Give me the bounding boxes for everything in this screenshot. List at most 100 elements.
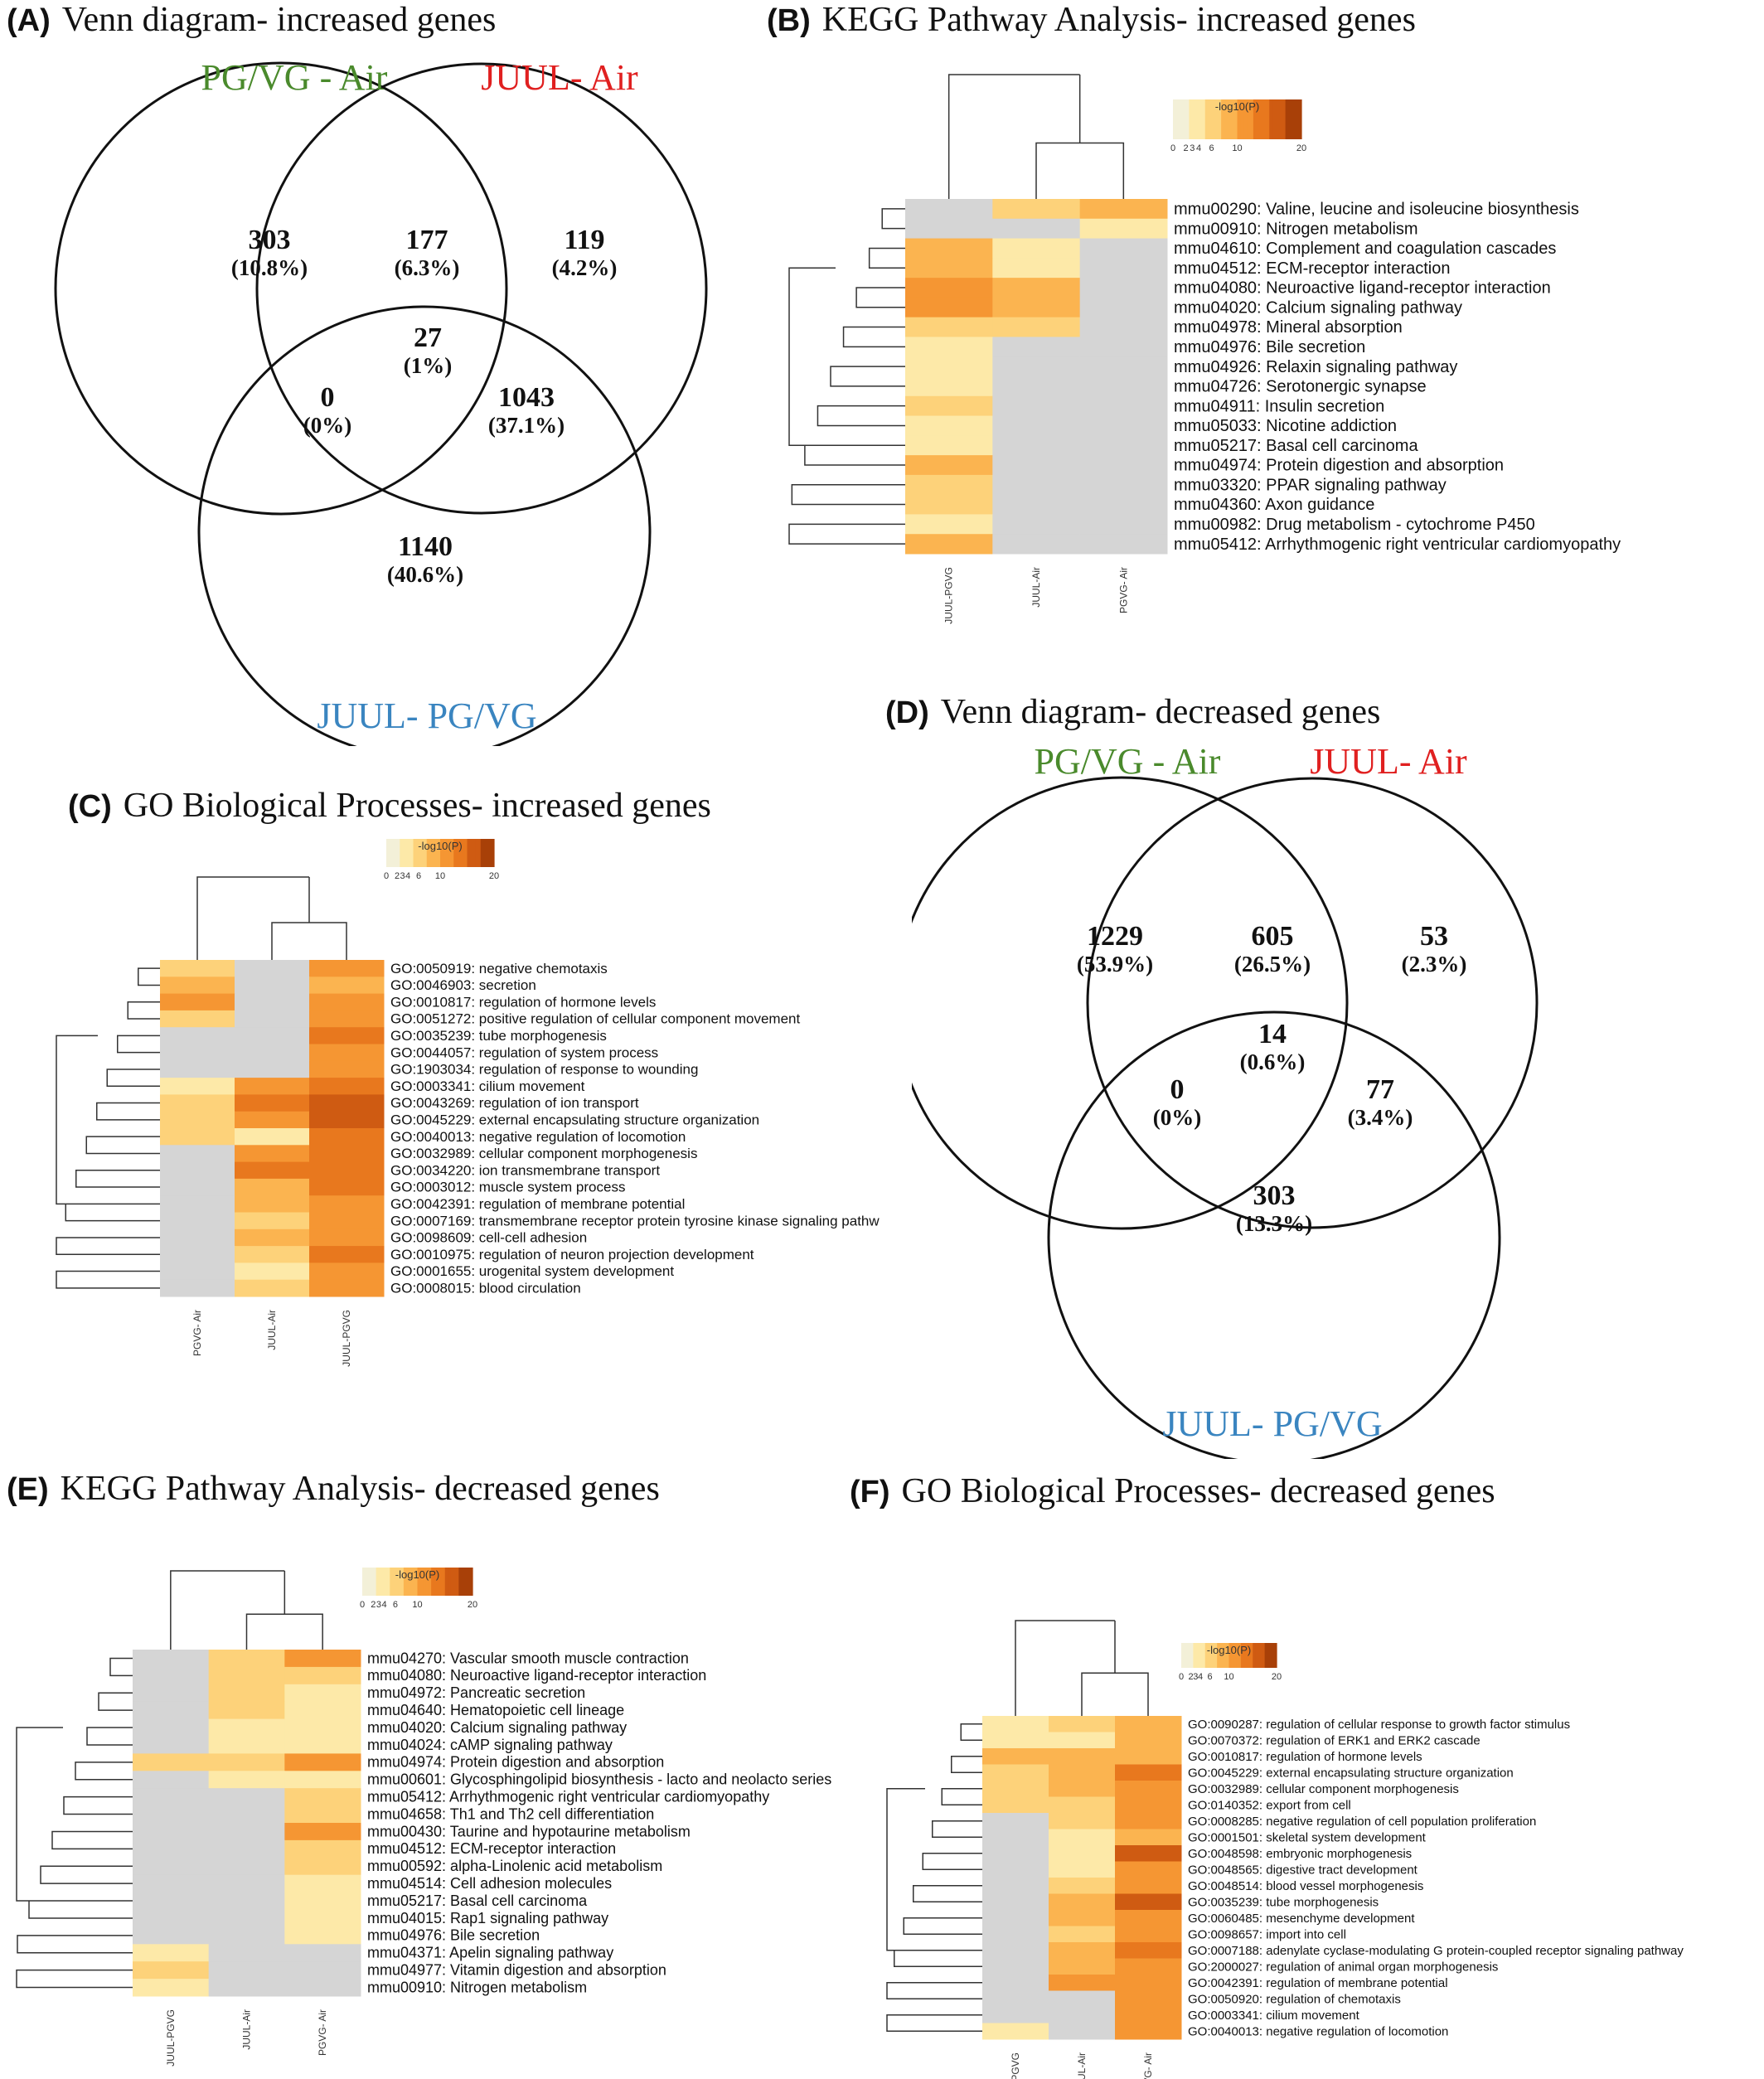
legend-swatch <box>403 1568 407 1596</box>
legend-swatch <box>1207 1643 1211 1668</box>
venn-circle-2 <box>1086 777 1539 1229</box>
legend-swatch <box>1272 99 1277 139</box>
venn-region-count: 53 <box>1420 921 1448 952</box>
heatmap-cell <box>133 1650 210 1668</box>
legend-swatch <box>365 1568 369 1596</box>
heatmap-cell <box>1079 317 1168 337</box>
venn-region-count: 303 <box>249 225 291 255</box>
heatmap-cell <box>982 1829 1049 1846</box>
heatmap-cell <box>160 976 235 995</box>
venn-region-percent: (1%) <box>404 353 452 378</box>
venn-region-percent: (10.8%) <box>231 255 308 280</box>
legend-swatch <box>436 1568 440 1596</box>
legend-tick-label: 2 <box>371 1600 376 1610</box>
heatmap-row-label: GO:0048565: digestive tract development <box>1188 1863 1418 1878</box>
heatmap-cell <box>1049 1861 1116 1878</box>
heatmap-row-label: GO:0003341: cilium movement <box>390 1078 585 1094</box>
heatmap-cell <box>992 395 1081 417</box>
heatmap-row-label: GO:0007169: transmembrane receptor prote… <box>390 1213 880 1228</box>
heatmap-row-label: mmu05412: Arrhythmogenic right ventricul… <box>1174 536 1621 554</box>
heatmap-row-label: GO:0008015: blood circulation <box>390 1281 581 1296</box>
legend-swatch <box>1214 99 1219 139</box>
legend-swatch <box>1282 99 1287 139</box>
legend-swatch <box>1253 99 1258 139</box>
venn-set-label: JUUL- PG/VG <box>317 695 536 736</box>
heatmap-column-label: JUUL-Air <box>266 1310 278 1350</box>
venn-set-label: PG/VG - Air <box>201 57 388 98</box>
heatmap-cell <box>208 1909 285 1927</box>
legend-tick-label: 4 <box>405 871 410 881</box>
column-dendrogram <box>1015 1620 1149 1716</box>
legend-title: -log10(P) <box>1207 1644 1251 1656</box>
heatmap-row-label: GO:0090287: regulation of cellular respo… <box>1188 1718 1570 1732</box>
legend-swatch <box>443 839 447 867</box>
heatmap-cell <box>1049 1926 1116 1943</box>
heatmap-cell <box>1115 1958 1182 1975</box>
heatmap-cell <box>905 455 993 476</box>
heatmap-row-label: GO:0042391: regulation of membrane poten… <box>1188 1976 1448 1990</box>
legend-swatch <box>386 1568 390 1596</box>
heatmap-cell <box>309 1246 385 1263</box>
legend-swatch <box>1253 1643 1256 1668</box>
heatmap-cell <box>905 317 993 337</box>
legend-swatch <box>448 1568 451 1596</box>
heatmap-row-label: GO:0001655: urogenital system developmen… <box>390 1263 674 1279</box>
venn-circle-1 <box>54 61 508 516</box>
heatmap-cell <box>235 976 310 995</box>
heatmap-cell <box>284 1805 361 1824</box>
heatmap-cell <box>982 1926 1049 1943</box>
legend-swatch <box>1269 99 1273 139</box>
legend-tick-label: 0 <box>1170 143 1175 153</box>
row-dendrogram <box>788 208 905 545</box>
heatmap-cell <box>133 1684 210 1703</box>
heatmap-cell <box>160 1279 235 1297</box>
heatmap-cell <box>982 1861 1049 1878</box>
heatmap-cell <box>982 2023 1049 2040</box>
heatmap-cell <box>1049 1829 1116 1846</box>
legend-swatch <box>1204 1643 1209 1668</box>
legend-tick-label: 0 <box>360 1600 365 1610</box>
legend-swatch <box>1267 1643 1270 1668</box>
heatmap-cell <box>1115 1764 1182 1781</box>
legend-swatch <box>425 1568 429 1596</box>
heatmap-cell <box>1049 1732 1116 1749</box>
venn-region-percent: (40.6%) <box>387 562 463 587</box>
heatmap-cell <box>284 1736 361 1754</box>
heatmap-cell <box>982 1796 1049 1814</box>
heatmap-cell <box>1115 1845 1182 1862</box>
heatmap-cell <box>235 1212 310 1230</box>
legend-swatch <box>1192 99 1196 139</box>
heatmap-row-label: GO:0048598: embryonic morphogenesis <box>1188 1847 1412 1861</box>
heatmap-cell <box>235 1027 310 1044</box>
heatmap-row-label: mmu04371: Apelin signaling pathway <box>367 1945 613 1961</box>
heatmap-cell <box>160 1145 235 1163</box>
heatmap-cell <box>160 993 235 1011</box>
heatmap-cell <box>982 1764 1049 1781</box>
heatmap-cell <box>309 1212 385 1230</box>
legend-tick-label: 3 <box>1193 1672 1198 1682</box>
heatmap-cell <box>1049 1748 1116 1765</box>
heatmap-cell <box>284 1666 361 1685</box>
heatmap-cell <box>1079 395 1168 417</box>
heatmap-row-label: mmu04024: cAMP signaling pathway <box>367 1737 613 1753</box>
heatmap-row-label: GO:0007188: adenylate cyclase-modulating… <box>1188 1944 1684 1958</box>
heatmap-cell <box>133 1961 210 1980</box>
heatmap-row-label: mmu04974: Protein digestion and absorpti… <box>367 1754 664 1771</box>
heatmap-cell <box>992 494 1081 515</box>
heatmap-cell <box>160 1078 235 1095</box>
heatmap-cell <box>309 1178 385 1196</box>
heatmap-cell <box>905 415 993 436</box>
legend-swatch <box>451 839 454 867</box>
heatmap-cell <box>208 1823 285 1841</box>
heatmap-cell <box>992 297 1081 318</box>
legend-swatch <box>1209 1643 1213 1668</box>
heatmap-row-label: mmu05217: Basal cell carcinoma <box>367 1892 588 1909</box>
heatmap-row-label: GO:0043269: regulation of ion transport <box>390 1095 639 1111</box>
heatmap-cell <box>1049 1716 1116 1732</box>
legend-swatch <box>362 1568 366 1596</box>
legend-swatch <box>1179 99 1184 139</box>
heatmap-cell <box>133 1857 210 1876</box>
heatmap-row-label: mmu04080: Neuroactive ligand-receptor in… <box>1174 279 1551 298</box>
